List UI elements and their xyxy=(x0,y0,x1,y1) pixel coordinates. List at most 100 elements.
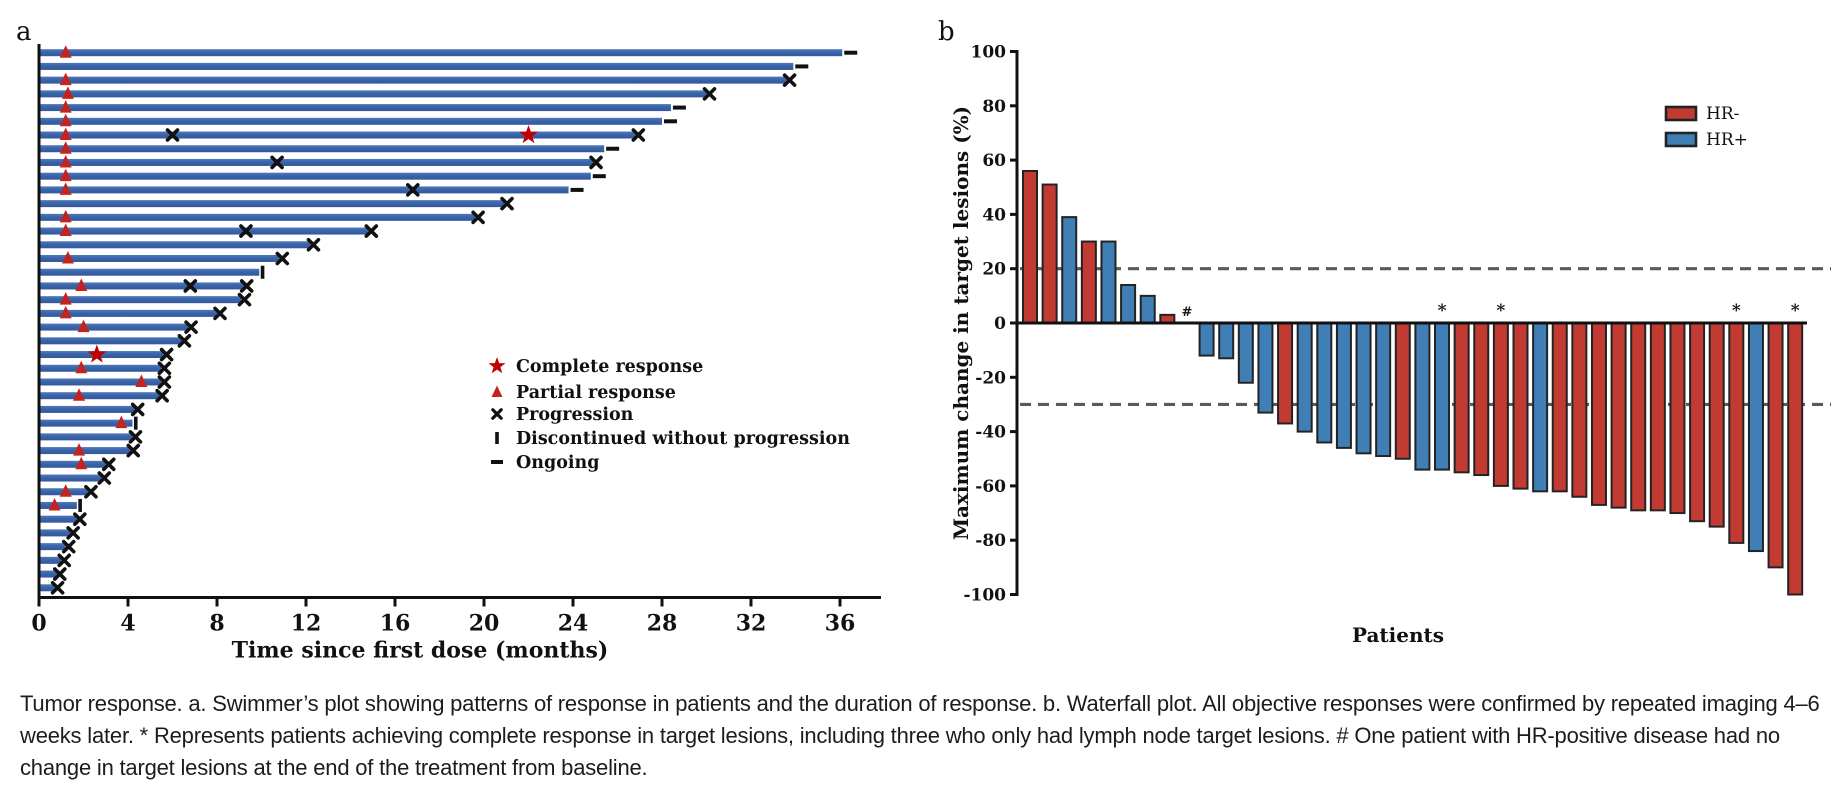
progression-x-marker xyxy=(184,320,198,334)
progression-x-marker xyxy=(73,512,87,526)
swimmer-bar xyxy=(40,241,311,249)
x-axis-tick-label: 0 xyxy=(31,611,46,637)
swimmer-bar xyxy=(40,584,55,592)
progression-x-marker xyxy=(61,539,76,554)
progression-x-marker xyxy=(631,128,646,142)
waterfall-bar xyxy=(1218,322,1235,360)
swimmer-bar xyxy=(40,419,133,427)
swimmer-bar xyxy=(40,529,71,537)
swimmer-bar xyxy=(40,515,77,523)
y-axis-tick-label: 100 xyxy=(971,43,1007,63)
progression-x-marker xyxy=(782,73,797,87)
waterfall-bar xyxy=(1747,322,1764,553)
swimmer-bar xyxy=(40,543,66,551)
progression-x-marker xyxy=(157,361,172,376)
swimmer-bar xyxy=(40,309,217,317)
waterfall-bar xyxy=(1316,322,1333,444)
waterfall-bar xyxy=(1355,322,1372,455)
swimmer-bar xyxy=(40,62,794,70)
legend-label: Complete response xyxy=(516,357,703,377)
discontinued-icon xyxy=(495,432,499,444)
y-axis-tick-label: -20 xyxy=(975,368,1006,388)
waterfall-bar xyxy=(1434,322,1451,471)
progression-x-marker xyxy=(50,580,65,595)
waterfall-bar xyxy=(1237,322,1254,384)
swimmer-bar xyxy=(40,145,605,153)
legend-swatch-neg xyxy=(1664,105,1698,122)
waterfall-bar xyxy=(1551,322,1568,493)
waterfall-bar xyxy=(1394,322,1411,460)
waterfall-bar xyxy=(1257,322,1274,414)
no-change-hash: # xyxy=(1182,305,1193,320)
ongoing-dash-marker xyxy=(844,50,858,55)
waterfall-bar xyxy=(1649,322,1666,512)
progression-x-marker xyxy=(159,347,174,362)
complete-response-star xyxy=(518,125,539,144)
legend-label: Progression xyxy=(516,405,634,425)
x-axis-tick-label: 36 xyxy=(825,611,856,637)
waterfall-bar xyxy=(1669,322,1686,515)
y-axis-tick-label: 40 xyxy=(982,205,1006,225)
waterfall-bar xyxy=(1375,322,1392,458)
partial-response-triangle xyxy=(59,182,72,195)
waterfall-bar xyxy=(1296,322,1313,433)
partial-response-triangle xyxy=(59,154,72,168)
partial-response-triangle xyxy=(59,484,72,497)
progression-x-marker xyxy=(157,375,172,389)
partial-response-triangle xyxy=(73,388,86,401)
progression-x-marker xyxy=(53,567,67,581)
legend-label: Ongoing xyxy=(516,453,599,473)
swimmer-bar xyxy=(40,76,787,84)
swimmer-bar xyxy=(40,474,102,482)
progression-x-marker xyxy=(364,224,379,238)
waterfall-bar xyxy=(1787,322,1804,596)
partial-response-triangle xyxy=(59,113,72,127)
y-axis-tick-label: 80 xyxy=(982,97,1006,117)
swimmer-bar xyxy=(40,447,131,455)
progression-x-marker xyxy=(155,388,169,403)
waterfall-bar xyxy=(1689,322,1706,523)
y-axis-tick-label: -60 xyxy=(975,477,1006,497)
progression-x-marker xyxy=(128,430,143,444)
y-axis-tick-label: 0 xyxy=(994,314,1006,334)
y-axis-tick-label: 20 xyxy=(982,260,1006,280)
legend-label-neg: HR- xyxy=(1706,104,1739,124)
waterfall-bar xyxy=(1512,322,1529,490)
waterfall-bar xyxy=(1492,322,1509,487)
partial-response-triangle xyxy=(75,456,88,470)
y-axis-tick-label: 60 xyxy=(982,151,1006,171)
panel-a-label: a xyxy=(16,17,32,47)
progression-x-marker xyxy=(57,553,72,568)
partial-response-triangle xyxy=(77,319,90,333)
waterfall-legend-item-neg: HR- xyxy=(1664,104,1739,124)
swimmer-bar xyxy=(40,337,182,345)
waterfall-bar xyxy=(1414,322,1431,471)
waterfall-bar xyxy=(1335,322,1352,449)
swimmer-bar xyxy=(40,90,707,98)
waterfall-bar xyxy=(1041,183,1058,324)
complete-response-star-icon xyxy=(488,357,506,374)
swimmer-bar xyxy=(40,405,135,413)
progression-x-marker xyxy=(97,471,112,485)
waterfall-bar xyxy=(1610,322,1627,509)
swimmer-bar xyxy=(40,460,106,468)
figure-svg: a 0 4 8 12 16 20 24 28 32 36 Time since first dose … xyxy=(16,17,1831,664)
swimmer-plot: a 0 4 8 12 16 20 24 28 32 36 Time since first dose … xyxy=(16,17,881,664)
swimmer-bar xyxy=(40,131,636,139)
partial-response-triangle xyxy=(59,141,72,154)
waterfall-bar xyxy=(1590,322,1607,506)
swimmer-bar xyxy=(40,186,569,194)
progression-x-marker xyxy=(126,443,141,458)
x-axis-tick-label: 8 xyxy=(209,611,224,637)
progression-x-marker xyxy=(500,196,514,211)
progression-x-marker xyxy=(213,306,227,321)
figure-caption: Tumor response. a. Swimmer’s plot showin… xyxy=(20,688,1820,784)
partial-response-triangle xyxy=(75,360,88,374)
partial-response-triangle xyxy=(59,292,72,305)
waterfall-bar xyxy=(1277,322,1294,425)
swimmer-bar xyxy=(40,104,671,112)
waterfall-bar xyxy=(1453,322,1470,474)
progression-x-marker xyxy=(130,402,145,417)
ongoing-dash-marker xyxy=(795,64,809,69)
waterfall-bar xyxy=(1473,322,1490,477)
